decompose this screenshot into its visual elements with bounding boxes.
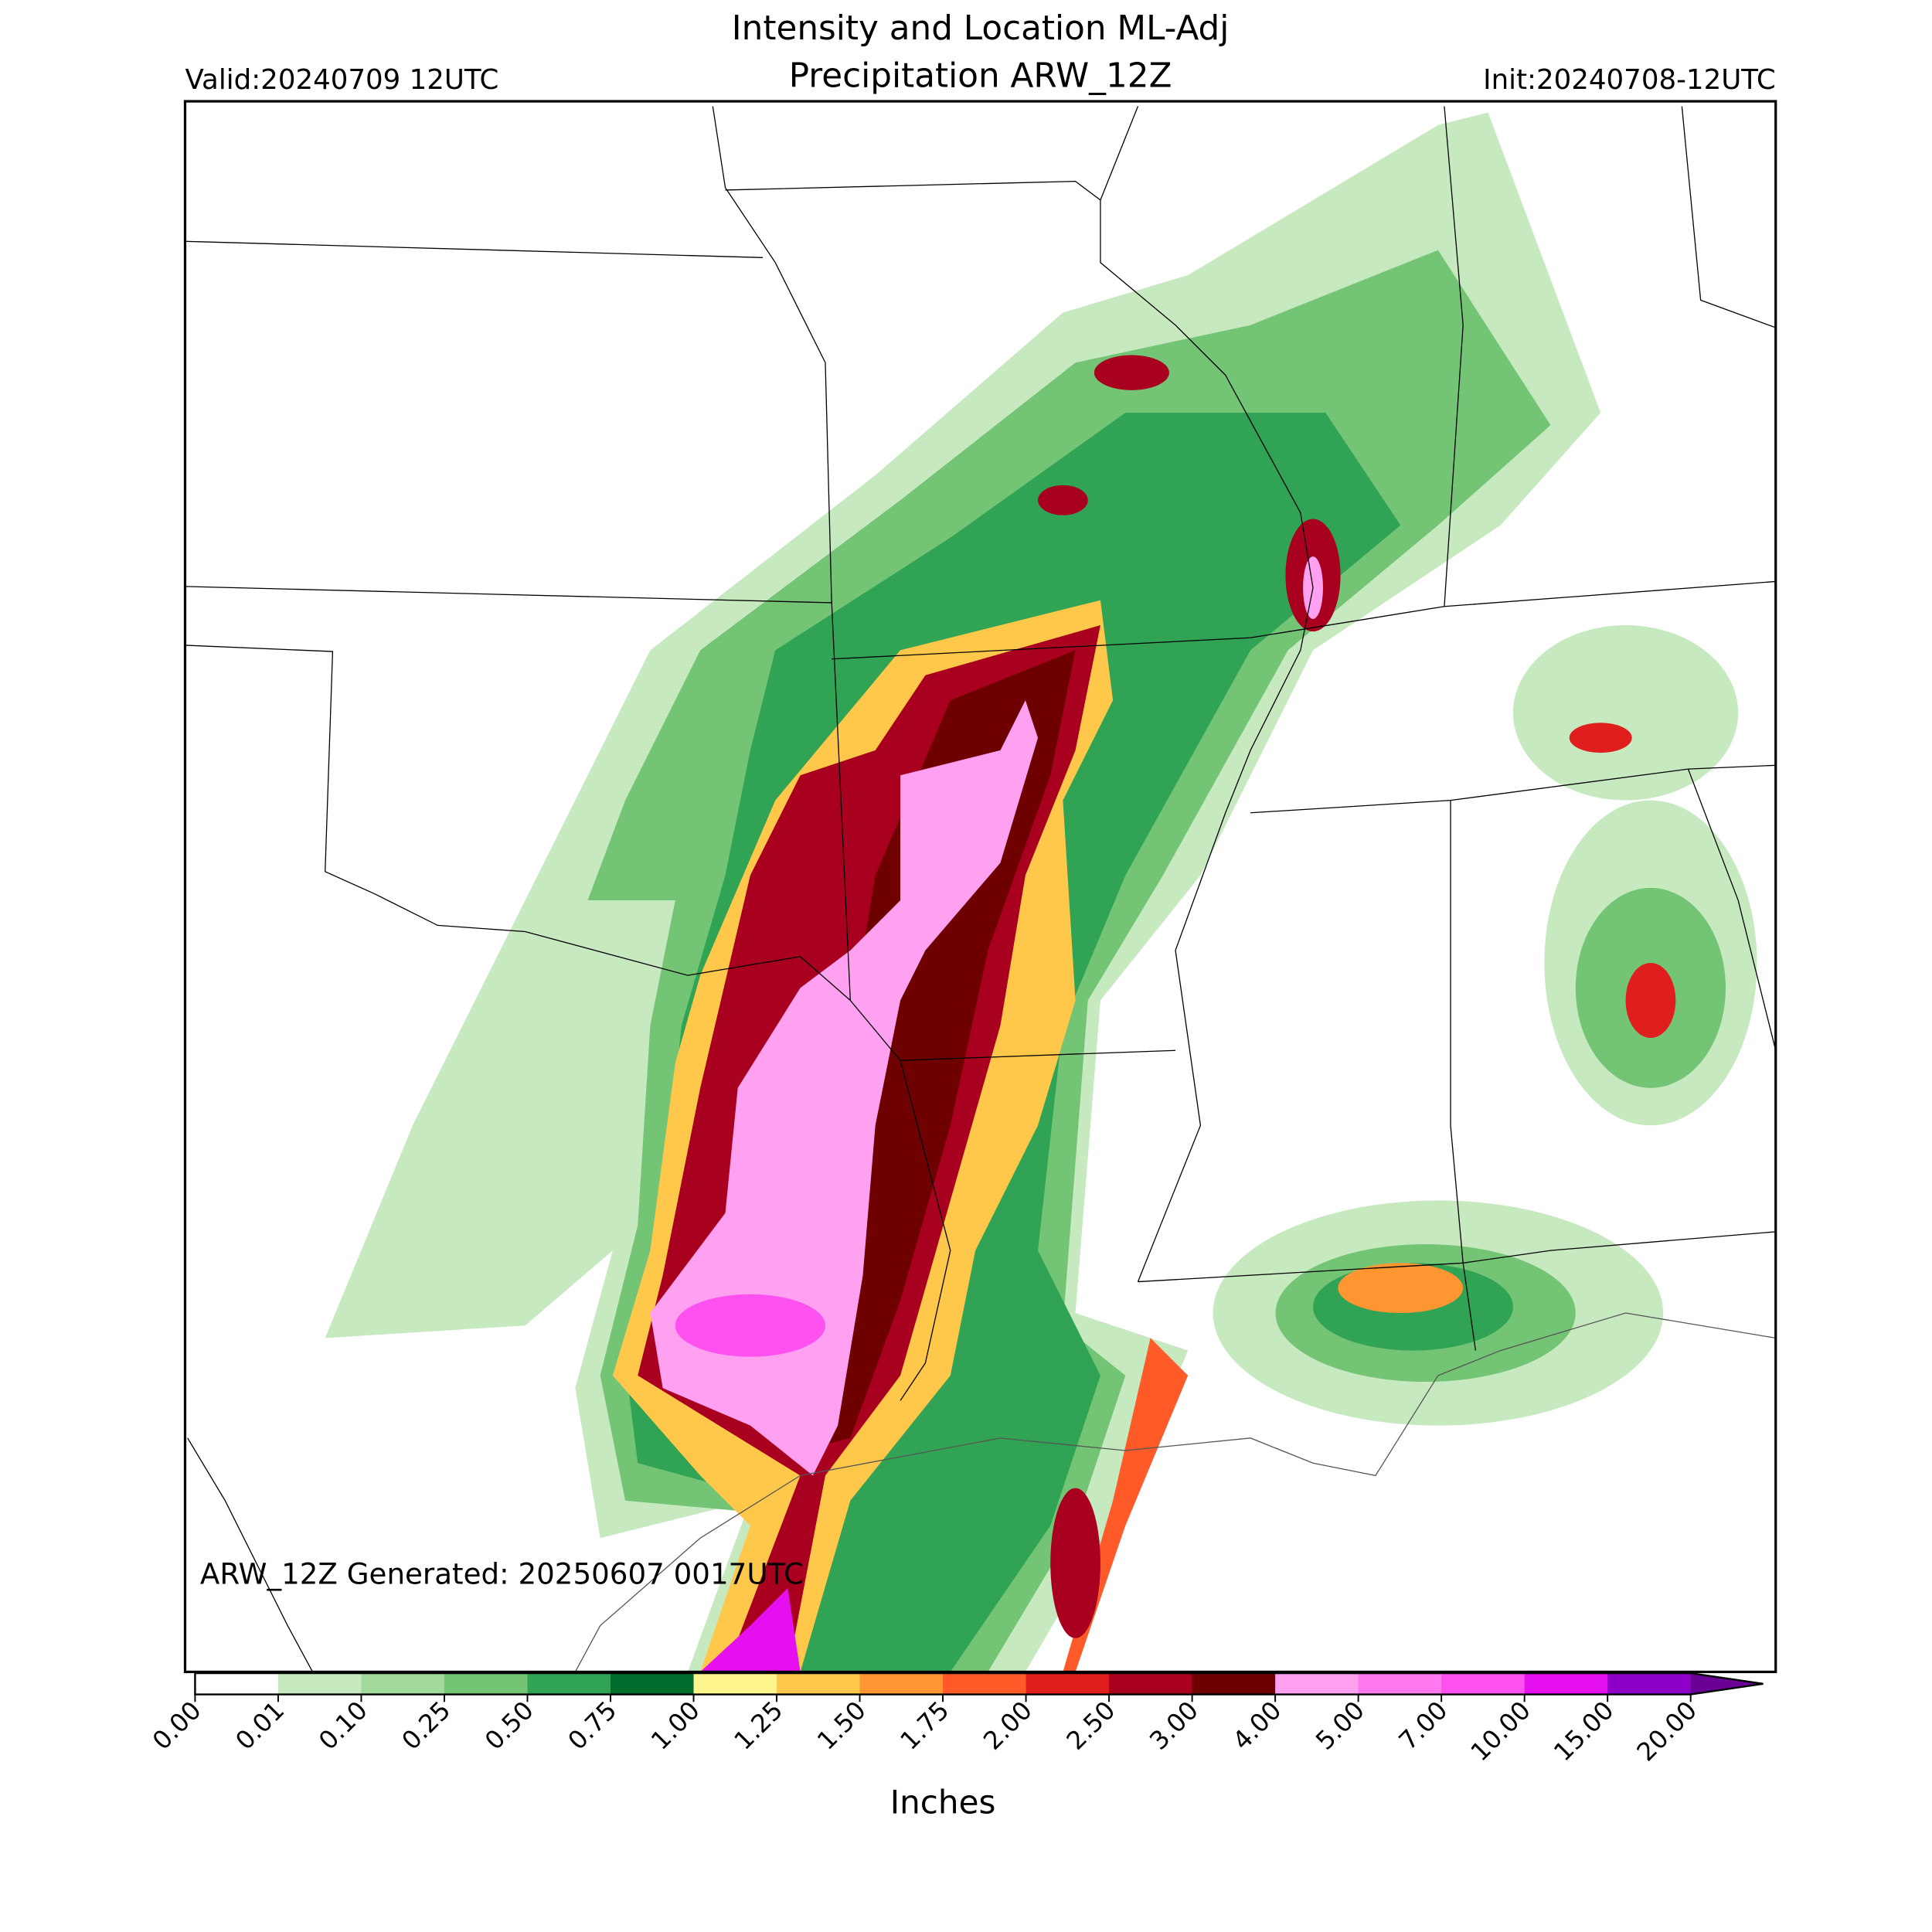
colorbar-outline	[194, 1672, 1764, 1696]
colorbar: 0.00 0.01 0.10 0.25 0.50 0.75 1.00 1.25 1.50 1.75…	[147, 1672, 1764, 1767]
country-border	[187, 1437, 314, 1672]
colorbar-tick-label: 2.50	[1061, 1696, 1121, 1756]
state-border	[185, 586, 832, 604]
colorbar-segment	[1026, 1673, 1110, 1695]
colorbar-tick-label: 0.00	[147, 1696, 207, 1756]
state-border	[1250, 764, 1776, 814]
colorbar-tick-label: 0.10	[313, 1696, 373, 1756]
colorbar-segment	[777, 1673, 861, 1695]
state-border	[900, 1049, 1176, 1061]
map	[185, 106, 1776, 1672]
coastline	[800, 1312, 1776, 1477]
colorbar-tick-label: 1.00	[645, 1696, 706, 1756]
precip-cell	[1625, 962, 1676, 1039]
colorbar-segment	[1524, 1673, 1608, 1695]
colorbar-segment	[444, 1673, 528, 1695]
state-border	[1100, 106, 1314, 1282]
colorbar-tick-label: 15.00	[1548, 1696, 1619, 1767]
colorbar-segment	[1358, 1673, 1442, 1695]
colorbar-segment	[277, 1673, 362, 1695]
colorbar-tick-label: 5.00	[1310, 1696, 1370, 1756]
colorbar-segment	[1109, 1673, 1193, 1695]
colorbar-tick-label: 10.00	[1465, 1696, 1536, 1767]
state-border	[1138, 1231, 1776, 1283]
colorbar-tick-label: 0.75	[563, 1696, 623, 1756]
colorbar-segment	[611, 1673, 695, 1695]
precip-area	[1512, 625, 1739, 801]
generated-note: ARW_12Z Generated: 20250607 0017UTC	[200, 1556, 804, 1590]
colorbar-tick-label: 4.00	[1227, 1696, 1287, 1756]
colorbar-label: Inches	[890, 1783, 996, 1821]
coastline	[574, 1475, 801, 1672]
state-border	[725, 180, 1101, 201]
colorbar-tick-label: 1.75	[895, 1696, 955, 1756]
precip-cell	[1338, 1263, 1464, 1314]
title-line: Precipitation ARW_12Z	[789, 56, 1172, 95]
precip-area	[700, 1588, 801, 1672]
state-border	[1681, 106, 1776, 328]
precip-area	[650, 700, 1039, 1476]
colorbar-segment	[693, 1673, 777, 1695]
colorbar-tick-label: 3.00	[1144, 1696, 1204, 1756]
init-time: Init:20240708-12UTC	[1483, 64, 1776, 96]
colorbar-segment	[1607, 1673, 1692, 1695]
precip-cell	[1094, 355, 1169, 390]
colorbar-segment	[1275, 1673, 1359, 1695]
precip-cell	[1569, 723, 1632, 753]
colorbar-segment	[361, 1673, 445, 1695]
colorbar-tick-label: 1.25	[729, 1696, 789, 1756]
colorbar-segment	[943, 1673, 1027, 1695]
colorbar-segment	[195, 1673, 279, 1695]
colorbar-tick-label: 7.00	[1393, 1696, 1454, 1756]
valid-time: Valid:20240709 12UTC	[185, 64, 498, 96]
precip-cell	[1038, 485, 1088, 515]
colorbar-tick-label: 0.01	[230, 1696, 290, 1756]
title-line: Intensity and Location ML-Adj	[732, 9, 1230, 48]
colorbar-tick-label: 20.00	[1631, 1696, 1702, 1767]
colorbar-tick-label: 2.00	[978, 1696, 1038, 1756]
colorbar-extension	[1690, 1673, 1764, 1695]
colorbar-segment	[859, 1673, 944, 1695]
state-border	[849, 1000, 951, 1401]
state-border	[185, 645, 851, 1001]
colorbar-tick-label: 1.50	[811, 1696, 872, 1756]
precip-area	[675, 1294, 825, 1357]
state-border	[832, 580, 1776, 660]
state-border	[1444, 106, 1464, 607]
colorbar-segment	[527, 1673, 611, 1695]
colorbar-segment	[1192, 1673, 1276, 1695]
colorbar-tick-label: 0.25	[396, 1696, 457, 1756]
map-frame	[183, 100, 1777, 1674]
colorbar-tick-label: 0.50	[479, 1696, 539, 1756]
state-border	[712, 106, 851, 1001]
colorbar-segment	[1441, 1673, 1526, 1695]
precip-cell	[1050, 1488, 1100, 1638]
state-border	[1687, 768, 1776, 1051]
state-border	[185, 240, 764, 258]
state-border	[1450, 800, 1477, 1351]
